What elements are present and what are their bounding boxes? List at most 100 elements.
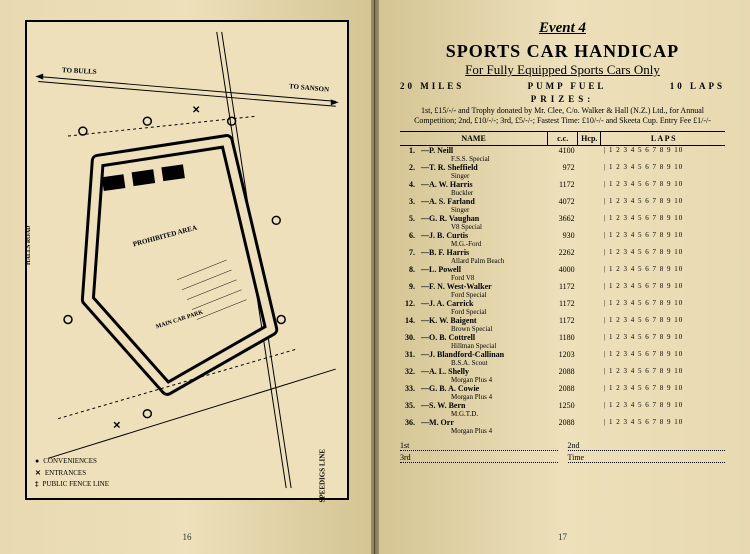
entry-num: 14. (400, 316, 418, 333)
entry-name: —A. S. FarlandSinger (418, 197, 548, 214)
right-page: Event 4 SPORTS CAR HANDICAP For Fully Eq… (375, 0, 750, 554)
book-spine (371, 0, 379, 554)
entry-laps: | 1 2 3 4 5 6 7 8 9 10 (601, 401, 725, 418)
table-row: 32.—A. L. ShellyMorgan Plus 42088| 1 2 3… (400, 367, 725, 384)
entry-cc: 1172 (548, 299, 578, 316)
entry-cc: 4072 (548, 197, 578, 214)
result-2nd[interactable]: 2nd (568, 441, 726, 451)
track-map: ✕ ✕ TO BULLS TO SANSON PROHIBITED AREA M… (25, 20, 349, 500)
table-row: 3.—A. S. FarlandSinger4072| 1 2 3 4 5 6 … (400, 197, 725, 214)
table-row: 4.—A. W. HarrisBuckler1172 | 1 2 3 4 5 6 … (400, 180, 725, 197)
entry-cc: 1203 (548, 350, 578, 367)
table-row: 31.—J. Blandford-CallinanB.S.A. Scout120… (400, 350, 725, 367)
entry-laps: | 1 2 3 4 5 6 7 8 9 10 (601, 316, 725, 333)
entry-laps: | 1 2 3 4 5 6 7 8 9 10 (601, 350, 725, 367)
entry-name: —B. F. HarrisAllard Palm Beach (418, 248, 548, 265)
table-row: 9.—F. N. West-WalkerFord Special1172| 1 … (400, 282, 725, 299)
entry-cc: 2088 (548, 367, 578, 384)
spec-fuel: PUMP FUEL (528, 81, 607, 91)
table-row: 7.—B. F. HarrisAllard Palm Beach2262| 1 … (400, 248, 725, 265)
table-row: 2.—T. R. SheffieldSinger972| 1 2 3 4 5 6… (400, 163, 725, 180)
entry-num: 5. (400, 214, 418, 231)
entry-cc: 1172 (548, 316, 578, 333)
entry-hcp (578, 214, 601, 231)
result-time[interactable]: Time (568, 453, 726, 463)
prizes-text: 1st, £15/-/- and Trophy donated by Mr. C… (400, 106, 725, 127)
svg-text:✕: ✕ (113, 421, 121, 432)
page-number-left: 16 (183, 532, 192, 542)
entry-cc: 930 (548, 231, 578, 248)
entry-laps: | 1 2 3 4 5 6 7 8 9 10 (601, 231, 725, 248)
legend-row: ✕ENTRANCES (35, 468, 109, 479)
table-row: 33.—G. B. A. CowieMorgan Plus 42088| 1 2… (400, 384, 725, 401)
table-row: 1.—P. NeillF.S.S. Special4100 | 1 2 3 4 5… (400, 145, 725, 163)
entry-cc: 1172 (548, 180, 578, 197)
entry-table: NAME c.c. Hcp. L A P S 1.—P. NeillF.S.S.… (400, 131, 725, 435)
entry-hcp (578, 418, 601, 435)
entry-name: —G. B. A. CowieMorgan Plus 4 (418, 384, 548, 401)
entry-hcp (578, 333, 601, 350)
entry-name: —K. W. BaigentBrown Special (418, 316, 548, 333)
event-subtitle: For Fully Equipped Sports Cars Only (400, 62, 725, 78)
entry-num: 36. (400, 418, 418, 435)
map-legend: ●CONVENIENCES ✕ENTRANCES ‡PUBLIC FENCE L… (35, 456, 109, 490)
spec-laps: 10 LAPS (670, 81, 725, 91)
legend-row: ●CONVENIENCES (35, 456, 109, 467)
entry-hcp (578, 367, 601, 384)
entry-num: 8. (400, 265, 418, 282)
entry-hcp (578, 231, 601, 248)
entry-laps: | 1 2 3 4 5 6 7 8 9 10 (601, 384, 725, 401)
table-row: 5.—G. R. VaughanV8 Special3662| 1 2 3 4 … (400, 214, 725, 231)
entry-num: 31. (400, 350, 418, 367)
entry-hcp (578, 265, 601, 282)
entry-laps: | 1 2 3 4 5 6 7 8 9 10 (601, 418, 725, 435)
entry-hcp (578, 401, 601, 418)
entry-hcp (578, 248, 601, 265)
entry-hcp (578, 197, 601, 214)
event-specs: 20 MILES PUMP FUEL 10 LAPS (400, 81, 725, 91)
event-number: Event 4 (400, 20, 725, 37)
entry-laps: | 1 2 3 4 5 6 7 8 9 10 (601, 163, 725, 180)
entry-num: 4. (400, 180, 418, 197)
entry-num: 12. (400, 299, 418, 316)
entry-num: 30. (400, 333, 418, 350)
entry-name: —F. N. West-WalkerFord Special (418, 282, 548, 299)
entry-name: —J. B. CurtisM.G.-Ford (418, 231, 548, 248)
entry-laps: | 1 2 3 4 5 6 7 8 9 10 (601, 282, 725, 299)
entry-hcp (578, 145, 601, 163)
entry-num: 2. (400, 163, 418, 180)
entry-cc: 1250 (548, 401, 578, 418)
entry-name: —J. Blandford-CallinanB.S.A. Scout (418, 350, 548, 367)
svg-text:✕: ✕ (192, 105, 200, 116)
spec-miles: 20 MILES (400, 81, 464, 91)
th-hcp: Hcp. (578, 131, 601, 145)
entry-num: 7. (400, 248, 418, 265)
entry-hcp (578, 282, 601, 299)
entry-cc: 2088 (548, 418, 578, 435)
entry-hcp (578, 299, 601, 316)
entry-cc: 2088 (548, 384, 578, 401)
result-1st[interactable]: 1st (400, 441, 558, 451)
entry-name: —T. R. SheffieldSinger (418, 163, 548, 180)
table-row: 14.—K. W. BaigentBrown Special1172 | 1 2 … (400, 316, 725, 333)
entry-cc: 1172 (548, 282, 578, 299)
legend-row: ‡PUBLIC FENCE LINE (35, 479, 109, 490)
entry-name: —P. NeillF.S.S. Special (418, 145, 548, 163)
entry-num: 1. (400, 145, 418, 163)
event-header: Event 4 SPORTS CAR HANDICAP For Fully Eq… (400, 20, 725, 127)
entry-laps: | 1 2 3 4 5 6 7 8 9 10 (601, 265, 725, 282)
table-row: 12.—J. A. CarrickFord Special1172| 1 2 3… (400, 299, 725, 316)
left-page: ✕ ✕ TO BULLS TO SANSON PROHIBITED AREA M… (0, 0, 375, 554)
entry-name: —S. W. BernM.G.T.D. (418, 401, 548, 418)
entry-hcp (578, 316, 601, 333)
entry-laps: | 1 2 3 4 5 6 7 8 9 10 (601, 145, 725, 163)
table-row: 8.—L. PowellFord V84000| 1 2 3 4 5 6 7 8… (400, 265, 725, 282)
results-box: 1st 2nd 3rd Time (400, 441, 725, 463)
entry-num: 6. (400, 231, 418, 248)
entry-laps: | 1 2 3 4 5 6 7 8 9 10 (601, 180, 725, 197)
result-3rd[interactable]: 3rd (400, 453, 558, 463)
entry-cc: 4100 (548, 145, 578, 163)
entry-name: —A. W. HarrisBuckler (418, 180, 548, 197)
entry-laps: | 1 2 3 4 5 6 7 8 9 10 (601, 299, 725, 316)
entry-hcp (578, 163, 601, 180)
